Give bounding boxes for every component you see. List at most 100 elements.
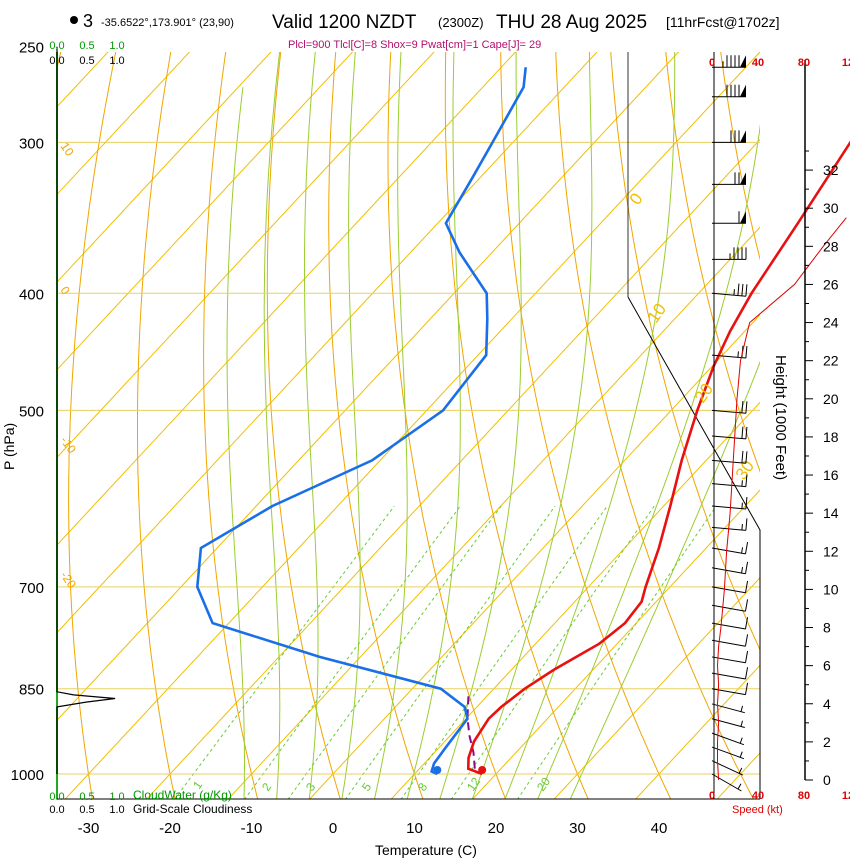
dry-adiabat-line — [665, 52, 760, 473]
pressure-axis: 250 300 400 500 700 850 1000 — [11, 40, 44, 784]
isotherm-line — [57, 52, 435, 459]
speed-axis-title: Speed (kt) — [732, 804, 783, 816]
wind-barb — [711, 55, 747, 68]
wind-barb — [711, 172, 747, 185]
isotherm-label: 0 — [626, 190, 647, 209]
mixing-ratio-label: 8 — [415, 780, 430, 794]
wind-barb — [711, 426, 748, 440]
forecast-label: [11hrFcst@1702z] — [666, 14, 780, 30]
speed-tick-bottom: 40 — [752, 790, 764, 802]
moist-adiabat-line — [504, 52, 676, 799]
wind-barb — [711, 682, 749, 696]
speed-tick-bottom: 0 — [709, 790, 715, 802]
station-marker-label: 3 — [83, 11, 93, 31]
height-tick-label: 20 — [823, 391, 839, 407]
dry-adiabat-label: -20 — [58, 569, 80, 592]
speed-tick-bottom: 12 — [842, 790, 850, 802]
moist-adiabat-line — [569, 361, 760, 799]
wind-barb — [711, 247, 747, 260]
cloudiness-tick-bottom: 0.0 — [49, 804, 64, 816]
wind-barb — [711, 450, 748, 464]
moist-adiabat-line — [439, 52, 522, 799]
date-label: THU 28 Aug 2025 — [496, 12, 647, 33]
wind-barb — [711, 541, 749, 555]
valid-title: Valid 1200 NZDT — [272, 12, 417, 33]
parcel-trace-line — [466, 694, 476, 769]
temperature-tick-label: 30 — [569, 820, 586, 837]
moist-adiabat-line — [341, 52, 361, 799]
wind-barb — [711, 496, 748, 510]
indices-label: Plcl=900 Tlcl[C]=8 Shox=9 Pwat[cm]=1 Cap… — [288, 39, 541, 51]
isotherm-line — [64, 52, 760, 799]
station-marker-dot — [70, 16, 78, 24]
mixing-ratio-line — [400, 505, 608, 799]
dry-adiabat-line — [266, 52, 341, 799]
height-tick-label: 16 — [823, 467, 839, 483]
pressure-tick-label: 850 — [19, 682, 44, 699]
pressure-tick-label: 700 — [19, 580, 44, 597]
height-tick-label: 4 — [823, 696, 831, 712]
temperature-tick-label: -20 — [159, 820, 181, 837]
mixing-ratio-line — [345, 505, 556, 799]
isotherm-line — [57, 52, 272, 283]
moist-adiabat-line — [471, 52, 593, 799]
moist-adiabat-line — [263, 52, 281, 799]
cloud-axes: 0.00.00.50.51.01.00.00.00.50.51.01.0Clou… — [49, 40, 252, 816]
isotherm-line — [553, 577, 760, 799]
mixing-ratio-label: 2 — [259, 780, 274, 794]
cloudiness-line — [56, 46, 116, 774]
cloud-water-tick-bottom: 1.0 — [109, 791, 124, 803]
speed-tick-bottom: 80 — [798, 790, 810, 802]
speed-tick-top: 80 — [798, 57, 810, 69]
isotherm-line — [309, 314, 760, 799]
pressure-tick-label: 250 — [19, 40, 44, 57]
utc-label: (2300Z) — [438, 15, 484, 30]
mixing-ratio-line — [517, 505, 717, 799]
surface-dewpoint-dot — [433, 766, 442, 774]
cloudiness-tick-bottom: 0.5 — [79, 804, 94, 816]
height-tick-label: 6 — [823, 658, 831, 674]
height-tick-label: 2 — [823, 734, 831, 750]
height-tick-label: 0 — [823, 772, 831, 788]
dry-adiabat-line — [555, 52, 754, 799]
isotherm-line — [635, 664, 760, 799]
dewpoint-line — [195, 67, 527, 776]
temperature-tick-label: -30 — [78, 820, 100, 837]
moist-adiabat-line — [374, 52, 408, 799]
cloud-water-tick-top: 0.0 — [49, 40, 64, 52]
dry-adiabat-line — [610, 52, 760, 652]
cloudiness-tick-top: 0.0 — [49, 55, 64, 67]
height-tick-label: 14 — [823, 505, 839, 521]
moist-adiabat-line — [406, 52, 461, 799]
height-tick-label: 28 — [823, 238, 839, 254]
mixing-ratio-line — [174, 505, 395, 799]
temperature-tick-label: -10 — [241, 820, 263, 837]
moist-adiabat-line — [304, 52, 319, 799]
cloud-water-tick-bottom: 0.0 — [49, 791, 64, 803]
location-label: -35.6522°,173.901° (23,90) — [101, 17, 234, 29]
wind-barb — [711, 400, 748, 414]
isotherm-line — [57, 52, 680, 721]
temperature-axis-title: Temperature (C) — [375, 842, 477, 858]
isotherm-line — [57, 52, 517, 546]
isotherm-line — [227, 226, 760, 799]
cloudiness-tick-top: 0.5 — [79, 55, 94, 67]
speed-tick-top: 0 — [709, 57, 715, 69]
dry-adiabat-line — [444, 52, 589, 799]
temperature-line — [466, 140, 850, 776]
pressure-tick-label: 1000 — [11, 767, 44, 784]
isotherm-label: 10 — [644, 300, 670, 326]
pressure-tick-label: 300 — [19, 135, 44, 152]
dry-adiabat-line — [137, 52, 176, 799]
wind-speed-line — [716, 217, 847, 781]
wind-barb — [711, 732, 745, 746]
height-tick-label: 26 — [823, 276, 839, 292]
height-tick-label: 22 — [823, 353, 839, 369]
cloud-water-tick-top: 1.0 — [109, 40, 124, 52]
temperature-tick-label: 0 — [329, 820, 337, 837]
speed-axis: 00404080801212 — [709, 57, 850, 802]
cloudiness-tick-bottom: 1.0 — [109, 804, 124, 816]
speed-tick-top: 12 — [842, 57, 850, 69]
pressure-axis-title: P (hPa) — [1, 423, 17, 470]
